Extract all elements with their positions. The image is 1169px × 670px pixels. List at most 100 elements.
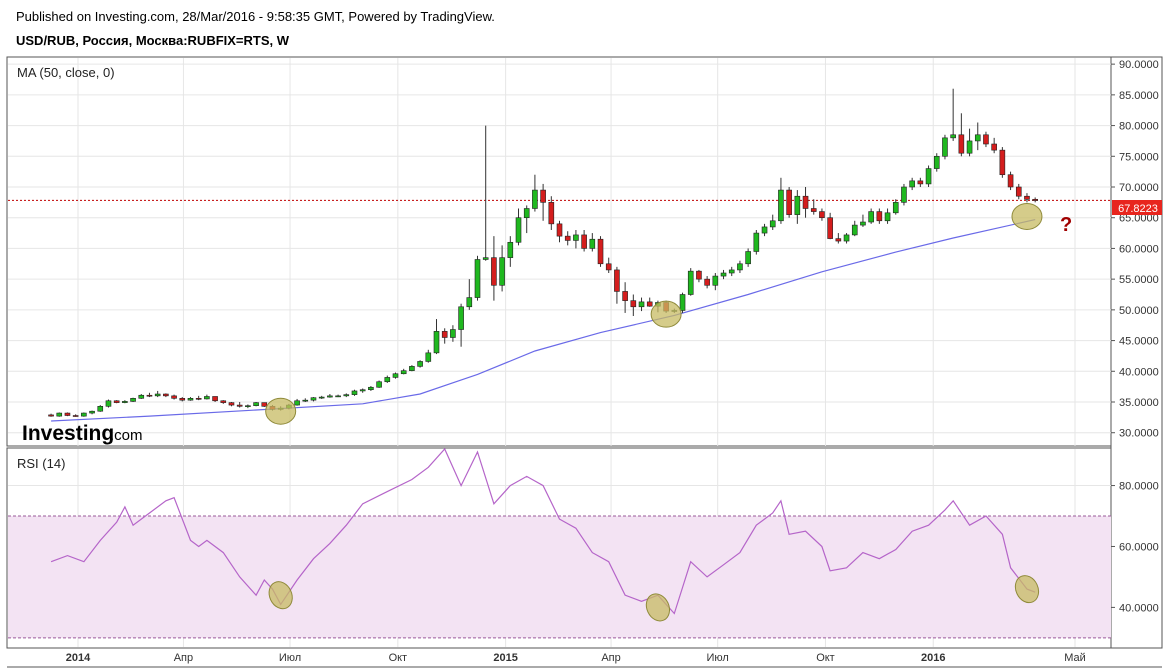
x-tick-label: Апр <box>174 652 193 664</box>
candle-down <box>1024 195 1030 200</box>
candle-down <box>810 208 817 212</box>
x-tick-label: Апр <box>601 652 620 664</box>
candle-up <box>573 234 579 241</box>
candle-up <box>130 398 136 402</box>
candle-up <box>925 168 932 185</box>
candle-up <box>335 395 341 398</box>
rsi-y-tick-label: 40.0000 <box>1119 602 1159 614</box>
candle-down <box>835 238 842 242</box>
candle-up <box>187 398 194 401</box>
candle-down <box>441 331 448 338</box>
candle-up <box>966 140 973 154</box>
candle-up <box>868 211 874 223</box>
candle-up <box>892 202 899 214</box>
candle-down <box>556 223 563 237</box>
candle-up <box>409 366 415 371</box>
candle-down <box>236 404 243 407</box>
candle-down <box>48 414 54 417</box>
published-caption: Published on Investing.com, 28/Mar/2016 … <box>16 9 495 24</box>
x-tick-label: Окт <box>816 652 835 664</box>
price-y-tick-label: 90.0000 <box>1119 59 1159 71</box>
candle-up <box>138 394 145 399</box>
price-y-tick-label: 75.0000 <box>1119 151 1159 163</box>
candle-up <box>589 238 596 249</box>
candle-up <box>909 180 915 188</box>
x-tick-label: Июл <box>279 652 301 664</box>
rsi-panel-label: RSI (14) <box>17 456 65 471</box>
candle-down <box>113 400 120 403</box>
candle-down <box>491 257 497 286</box>
candle-up <box>56 412 63 417</box>
current-price-label: 67.8223 <box>1118 203 1158 215</box>
candle-up <box>294 400 300 406</box>
candle-up <box>942 137 948 157</box>
candle-down <box>597 238 604 265</box>
candle-up <box>343 394 350 397</box>
candle-down <box>72 415 79 417</box>
candle-up <box>302 399 309 402</box>
candle-up <box>778 189 784 222</box>
candle-down <box>786 189 792 215</box>
candle-up <box>89 410 95 414</box>
candle-up <box>753 232 760 252</box>
candle-down <box>179 398 186 401</box>
candle-up <box>474 259 481 298</box>
candle-up <box>482 257 489 260</box>
y-axis-frame <box>1110 56 1163 649</box>
price-y-tick-label: 35.0000 <box>1119 397 1159 409</box>
current-price-tag <box>1112 200 1162 215</box>
candle-up <box>950 134 956 139</box>
price-y-tick-label: 55.0000 <box>1119 274 1159 286</box>
candle-up <box>860 221 866 226</box>
candle-down <box>1015 186 1022 197</box>
candle-up <box>327 395 333 398</box>
candle-down <box>146 394 153 397</box>
candle-down <box>999 149 1006 176</box>
candle-up <box>450 329 456 338</box>
price-highlight-ellipse <box>650 300 682 328</box>
x-tick-label: 2016 <box>921 652 945 664</box>
price-highlight-ellipse <box>1011 202 1043 230</box>
x-tick-label: Май <box>1064 652 1086 664</box>
candle-down <box>958 134 965 154</box>
candle-up <box>761 226 768 234</box>
candle-down <box>171 395 177 399</box>
candle-up <box>154 393 161 397</box>
rsi-band <box>8 516 1111 638</box>
candle-up <box>515 217 522 243</box>
candle-down <box>646 301 653 307</box>
rsi-layer <box>8 447 1111 639</box>
candle-down <box>991 143 997 151</box>
candle-up <box>466 297 473 308</box>
x-tick-label: 2015 <box>493 652 517 664</box>
candle-down <box>819 211 825 219</box>
rsi-y-tick-label: 60.0000 <box>1119 541 1159 553</box>
candle-down <box>614 269 620 292</box>
candle-up <box>253 402 259 406</box>
price-y-tick-label: 50.0000 <box>1119 305 1159 317</box>
candle-up <box>712 275 719 286</box>
candle-up <box>974 134 981 142</box>
price-layer <box>8 88 1111 425</box>
rsi-highlight-ellipse <box>1014 575 1040 604</box>
candle-down <box>1007 174 1014 188</box>
rsi-y-tick-label: 80.0000 <box>1119 481 1159 493</box>
candle-down <box>261 402 268 407</box>
candle-down <box>548 202 555 225</box>
rsi-highlight-ellipse <box>268 581 293 610</box>
price-y-tick-label: 30.0000 <box>1119 428 1159 440</box>
candle-up <box>532 189 538 209</box>
candle-down <box>630 300 637 308</box>
candle-up <box>769 220 776 228</box>
rsi-highlight-ellipse <box>645 593 671 622</box>
candle-down <box>220 400 227 403</box>
candle-up <box>901 186 907 203</box>
candle-up <box>687 270 694 295</box>
candle-up <box>204 396 210 400</box>
candle-up <box>433 331 440 354</box>
ma50-line <box>51 219 1036 422</box>
candle-down <box>622 291 628 301</box>
axis-layer: 2014 Апр Июл Окт 2015 Апр Июл Окт 2016 Май 90.0000… <box>66 59 1159 664</box>
logo-brand: Investing <box>22 422 114 445</box>
symbol-title: USD/RUB, Россия, Москва:RUBFIX=RTS, W <box>16 33 290 48</box>
